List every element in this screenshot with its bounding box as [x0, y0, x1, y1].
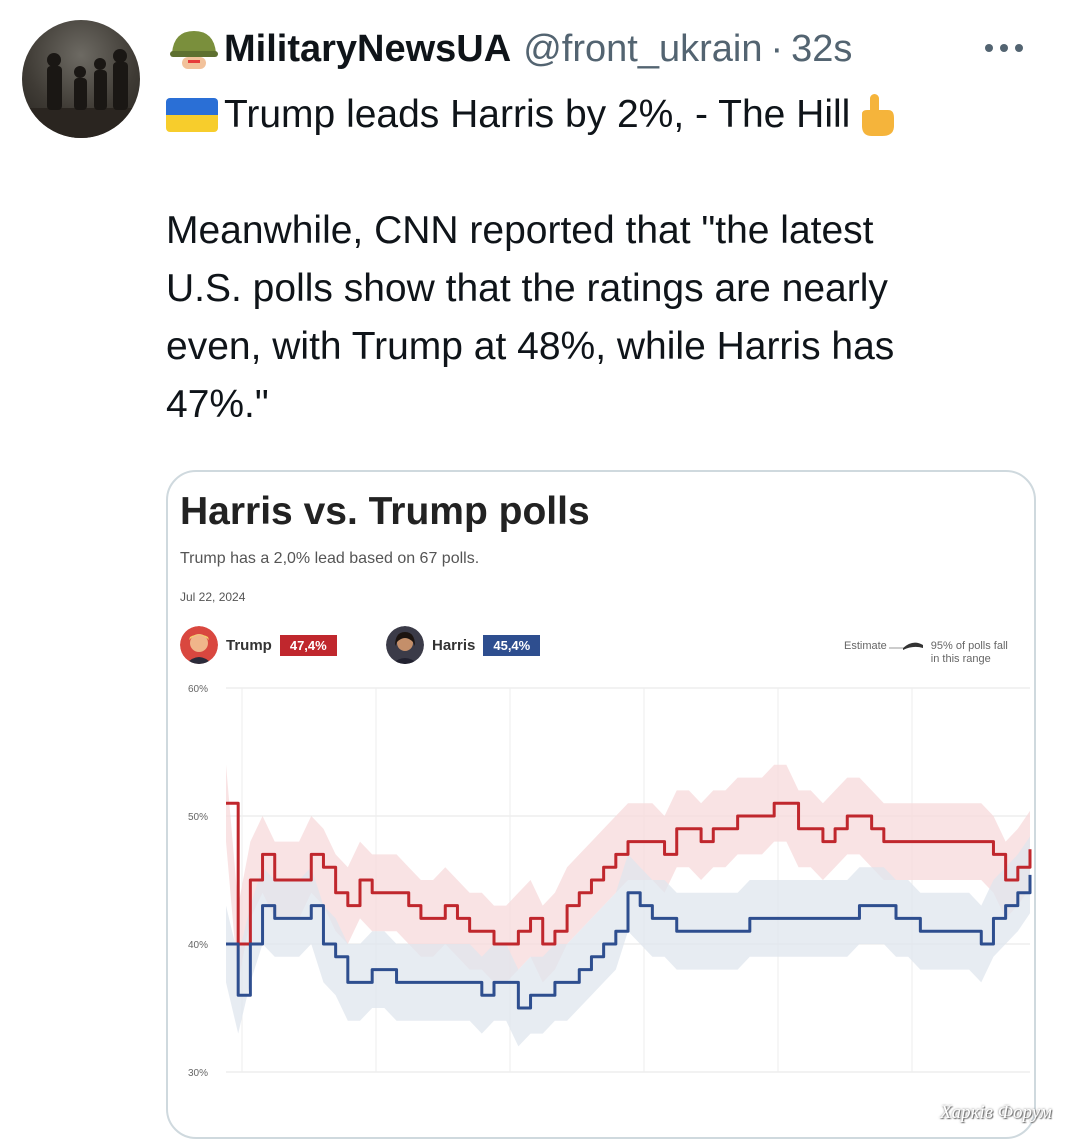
- harris-name: Harris: [432, 636, 476, 654]
- tweet-text-line1: Trump leads Harris by 2%, - The Hill: [166, 86, 898, 144]
- soldier-helmet-emoji: [170, 31, 218, 69]
- legend-range-line2: in this range: [930, 653, 991, 665]
- y-tick-label: 50%: [188, 812, 208, 823]
- tweet-body-line: Meanwhile, CNN reported that "the latest: [166, 209, 874, 252]
- harris-legend: Harris 45,4%: [386, 626, 541, 664]
- poll-chart: 60% 50% 40% 30%: [188, 684, 1032, 1079]
- ukraine-flag-emoji: [166, 98, 218, 132]
- display-name[interactable]: MilitaryNewsUA: [224, 27, 512, 70]
- timestamp[interactable]: 32s: [791, 27, 853, 70]
- tweet-body-line: 47%.": [166, 383, 269, 426]
- harris-avatar: [386, 626, 424, 664]
- soldiers-silhouette-icon: [22, 49, 140, 138]
- separator-dot: ·: [770, 27, 784, 70]
- trump-series-line: [226, 801, 1032, 946]
- harris-series-line: [226, 874, 1032, 1010]
- tweet-headline: Trump leads Harris by 2%, - The Hill: [224, 93, 851, 136]
- tweet-header: MilitaryNewsUA @front_ukrain · 32s: [168, 24, 852, 74]
- legend-estimate-label: Estimate: [844, 640, 887, 652]
- chart-subtitle: Trump has a 2,0% lead based on 67 polls.: [180, 550, 480, 567]
- y-tick-label: 60%: [188, 684, 208, 695]
- trump-value-badge: 47,4%: [279, 634, 337, 656]
- legend-range-swatch-icon: [888, 642, 923, 650]
- y-tick-label: 30%: [188, 1068, 208, 1079]
- pointing-up-hand-emoji: [862, 94, 895, 136]
- tweet-body-line: U.S. polls show that the ratings are nea…: [166, 267, 888, 310]
- chart-date: Jul 22, 2024: [180, 590, 246, 604]
- chart-legend: Estimate 95% of polls fall in this range: [844, 640, 1008, 666]
- media-card[interactable]: Harris vs. Trump polls Trump has a 2,0% …: [166, 470, 1036, 1139]
- user-handle[interactable]: @front_ukrain: [523, 27, 763, 70]
- legend-range-line1: 95% of polls fall: [930, 640, 1008, 652]
- more-icon[interactable]: [985, 44, 1023, 52]
- harris-range-band: [226, 836, 1030, 1047]
- watermark: Харків Форум: [940, 1102, 1052, 1123]
- trump-avatar: [180, 626, 218, 664]
- avatar[interactable]: [22, 20, 140, 138]
- chart-title: Harris vs. Trump polls: [180, 490, 590, 533]
- harris-value-badge: 45,4%: [483, 634, 541, 656]
- trump-name: Trump: [226, 636, 272, 654]
- y-tick-label: 40%: [188, 940, 208, 951]
- trump-legend: Trump 47,4%: [180, 626, 337, 664]
- tweet-body-line: even, with Trump at 48%, while Harris ha…: [166, 325, 895, 368]
